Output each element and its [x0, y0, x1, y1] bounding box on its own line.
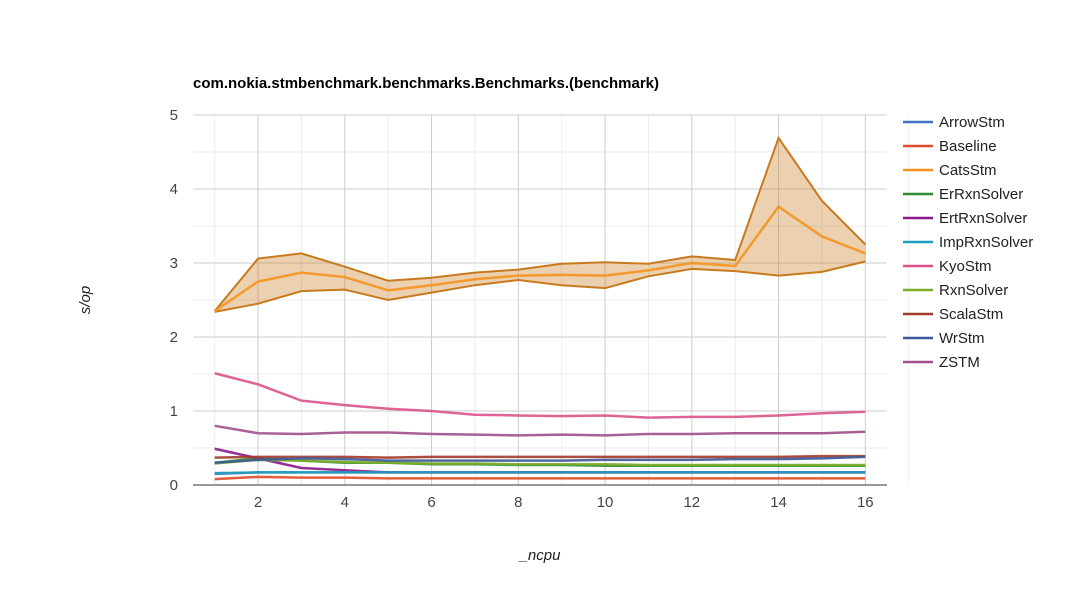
series-line	[214, 454, 866, 459]
y-tick-label: 5	[170, 107, 178, 124]
y-axis-label: s/op	[77, 286, 94, 314]
legend: ArrowStm Baseline CatsStm ErRxnSolver ErtRxn…	[903, 114, 1033, 371]
x-tick-label: 16	[857, 494, 874, 511]
y-tick-label: 1	[170, 403, 178, 420]
legend-label: KyoStm	[939, 258, 992, 275]
legend-label: CatsStm	[939, 162, 997, 179]
legend-label: ErtRxnSolver	[939, 210, 1027, 227]
series-line	[214, 458, 866, 467]
x-tick-label: 8	[514, 494, 522, 511]
legend-label: ScalaStm	[939, 306, 1003, 323]
error-bands	[213, 135, 867, 313]
x-tick-label: 10	[597, 494, 614, 511]
x-axis-label: _ncpu	[518, 547, 562, 564]
legend-label: RxnSolver	[939, 282, 1008, 299]
grid	[193, 114, 910, 485]
y-tick-label: 3	[170, 255, 178, 272]
series-line	[214, 372, 866, 419]
y-tick-label: 2	[170, 329, 178, 346]
legend-label: ZSTM	[939, 354, 980, 371]
legend-label: ErRxnSolver	[939, 186, 1023, 203]
series-lines	[213, 205, 866, 481]
x-tick-label: 14	[770, 494, 787, 511]
series-line	[213, 205, 866, 313]
error-band	[214, 137, 866, 312]
legend-label: ArrowStm	[939, 114, 1005, 131]
error-band-upper	[213, 135, 867, 312]
y-tick-label: 0	[170, 477, 178, 494]
x-tick-label: 4	[341, 494, 349, 511]
legend-label: ImpRxnSolver	[939, 234, 1033, 251]
x-tick-label: 6	[427, 494, 435, 511]
x-tick-label: 2	[254, 494, 262, 511]
series-line	[214, 475, 866, 481]
legend-label: Baseline	[939, 138, 997, 155]
error-band-lower	[214, 260, 866, 313]
y-tick-label: 4	[170, 181, 178, 198]
legend-label: WrStm	[939, 330, 985, 347]
series-line	[214, 424, 866, 437]
chart-title: com.nokia.stmbenchmark.benchmarks.Benchm…	[193, 75, 659, 92]
series-line	[214, 471, 866, 475]
x-tick-label: 12	[683, 494, 700, 511]
series-line	[214, 455, 866, 465]
